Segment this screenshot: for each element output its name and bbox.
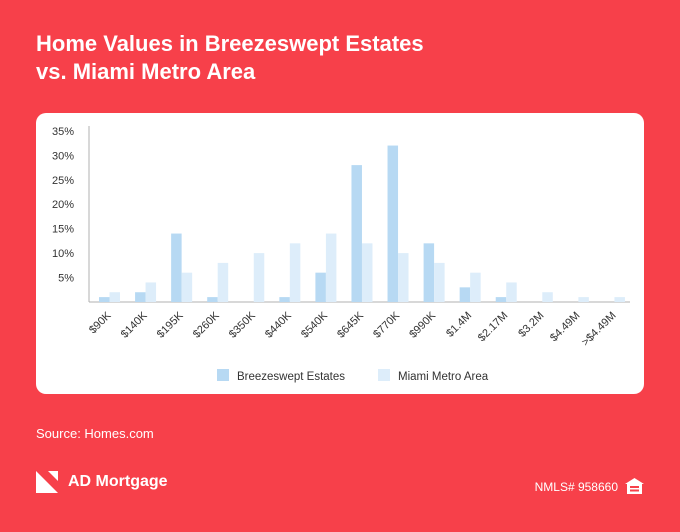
bar-breezeswept xyxy=(315,272,326,302)
bar-miami xyxy=(217,262,229,302)
bar-breezeswept xyxy=(99,297,110,302)
chart-title: Home Values in Breezeswept Estates vs. M… xyxy=(36,30,636,86)
y-tick-label: 10% xyxy=(52,248,74,260)
x-tick-label: >$4.49M xyxy=(580,310,619,349)
bar-miami xyxy=(470,272,481,302)
x-tick-label: $350K xyxy=(227,309,258,340)
bar-breezeswept xyxy=(207,297,218,302)
x-tick-label: $440K xyxy=(263,309,294,340)
bar-breezeswept xyxy=(459,287,471,302)
bar-chart: 5%10%15%20%25%30%35%$90K $140K $195K $260K $… xyxy=(52,126,630,383)
bar-breezeswept xyxy=(171,233,182,302)
bar-miami xyxy=(109,292,120,302)
brand-name: AD Mortgage xyxy=(68,473,168,490)
x-tick-label: $4.49M xyxy=(548,310,582,344)
x-tick-label: $1.4M xyxy=(444,310,474,340)
bar-miami xyxy=(145,282,157,302)
y-tick-label: 15% xyxy=(52,224,74,236)
equal-housing-icon xyxy=(625,478,644,494)
y-tick-label: 25% xyxy=(52,175,74,187)
legend-label-breezeswept: Breezeswept Estates xyxy=(237,371,345,383)
chart-card: 5% 10% 15% 20% 25% 30% 35% $90K $140K $195K $260K $… xyxy=(36,113,644,394)
x-tick-label: $770K xyxy=(371,309,402,340)
source-note: Source: Homes.com xyxy=(36,426,154,441)
x-tick-label: $90K xyxy=(87,309,114,336)
bar-miami xyxy=(181,272,193,302)
bar-breezeswept xyxy=(135,292,146,302)
x-tick-label: $2.17M xyxy=(476,310,510,344)
legend-label-miami: Miami Metro Area xyxy=(398,371,489,383)
chart-title-line-1: Home Values in Breezeswept Estates xyxy=(36,31,424,56)
bar-miami xyxy=(578,297,589,302)
bar-breezeswept xyxy=(279,297,290,302)
ad-mortgage-logo-icon xyxy=(36,471,58,493)
x-tick-label: $260K xyxy=(191,309,222,340)
bar-miami xyxy=(398,253,409,302)
bar-miami xyxy=(325,233,337,302)
bar-breezeswept xyxy=(351,165,362,302)
legend-swatch-breezeswept xyxy=(217,369,229,381)
y-tick-label: 20% xyxy=(52,199,74,211)
bar-miami xyxy=(506,282,517,302)
x-tick-label: $645K xyxy=(335,309,366,340)
y-tick-label: 30% xyxy=(52,150,74,162)
bar-miami xyxy=(434,262,445,302)
chart-title-line-2: vs. Miami Metro Area xyxy=(36,59,256,84)
x-tick-label: $990K xyxy=(407,309,438,340)
nmls-number: NMLS# 958660 xyxy=(534,480,618,494)
bar-miami xyxy=(253,253,265,302)
x-tick-label: $540K xyxy=(299,309,330,340)
bar-miami xyxy=(289,243,301,302)
x-tick-label: $3.2M xyxy=(516,310,546,340)
bar-breezeswept xyxy=(423,243,435,302)
brand: AD Mortgage xyxy=(36,471,168,493)
bar-breezeswept xyxy=(387,145,399,302)
bar-miami xyxy=(542,292,553,302)
x-tick-label: $140K xyxy=(119,309,150,340)
bar-miami xyxy=(361,243,373,302)
x-tick-label: $195K xyxy=(155,309,186,340)
legend-swatch-miami xyxy=(378,369,390,381)
y-tick-label: 5% xyxy=(58,273,74,285)
bar-breezeswept xyxy=(495,297,507,302)
y-tick-label: 35% xyxy=(52,126,74,138)
bar-miami xyxy=(614,297,625,302)
